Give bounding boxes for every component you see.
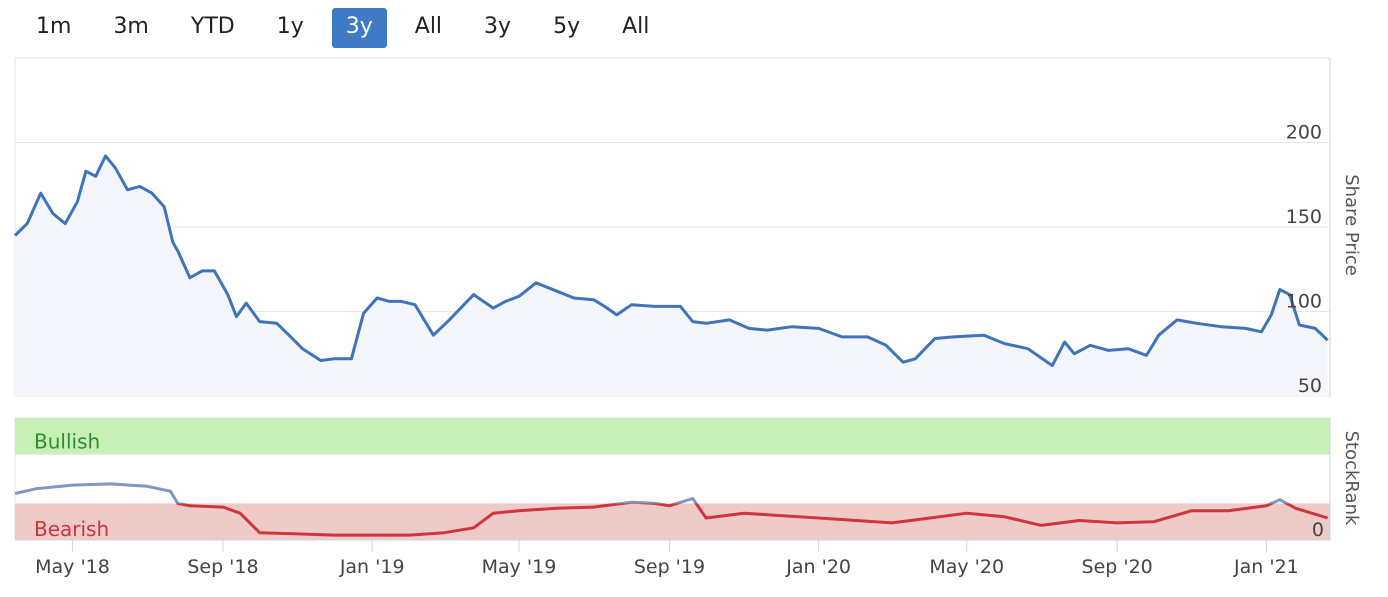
bullish-band (15, 418, 1330, 455)
price-tick-label: 100 (1286, 291, 1322, 313)
price-tick-label: 200 (1286, 122, 1322, 144)
rank-line-above (15, 482, 1290, 504)
x-tick-label: May '19 (482, 556, 557, 578)
price-area (15, 156, 1328, 396)
price-tick-label: 150 (1286, 206, 1322, 228)
x-tick-label: Jan '21 (1233, 556, 1299, 578)
x-tick-label: May '18 (35, 556, 110, 578)
x-tick-label: Sep '19 (634, 556, 705, 578)
price-axis-label: Share Price (1341, 174, 1362, 276)
bullish-label: Bullish (34, 430, 100, 454)
bearish-label: Bearish (34, 517, 109, 541)
price-line (13, 154, 1329, 368)
x-tick-label: Jan '20 (785, 556, 851, 578)
range-button-3m-1[interactable]: 3m (113, 14, 149, 39)
rank-tick-label: 0 (1312, 519, 1324, 541)
range-button-3y-4[interactable]: 3y (331, 8, 387, 48)
price-y-ticks: 50 100 150 200 (1286, 122, 1322, 398)
range-button-all-5[interactable]: All (414, 14, 443, 39)
range-button-1y-3[interactable]: 1y (276, 14, 304, 39)
range-button-all-8[interactable]: All (622, 14, 650, 39)
x-tick-label: Sep '20 (1082, 556, 1153, 578)
range-button-5y-7[interactable]: 5y (553, 14, 581, 39)
range-button-3y-6[interactable]: 3y (484, 14, 512, 39)
rank-line-below (175, 503, 1329, 537)
range-button-ytd-2[interactable]: YTD (190, 14, 235, 39)
x-tick-label: Jan '19 (339, 556, 405, 578)
price-tick-label: 50 (1298, 375, 1322, 397)
rank-axis-label: StockRank (1341, 431, 1362, 526)
x-tick-label: Sep '18 (187, 556, 258, 578)
rank-y-ticks: 0 (1312, 519, 1324, 541)
range-button-1m-0[interactable]: 1m (36, 14, 72, 39)
x-tick-label: May '20 (929, 556, 1004, 578)
range-selector: 1m 3m YTD 1y 3y All 3y 5y All (22, 8, 677, 50)
x-axis-ticks: May '18 Sep '18 Jan '19 May '19 Sep '19 Jan '… (35, 540, 1299, 578)
